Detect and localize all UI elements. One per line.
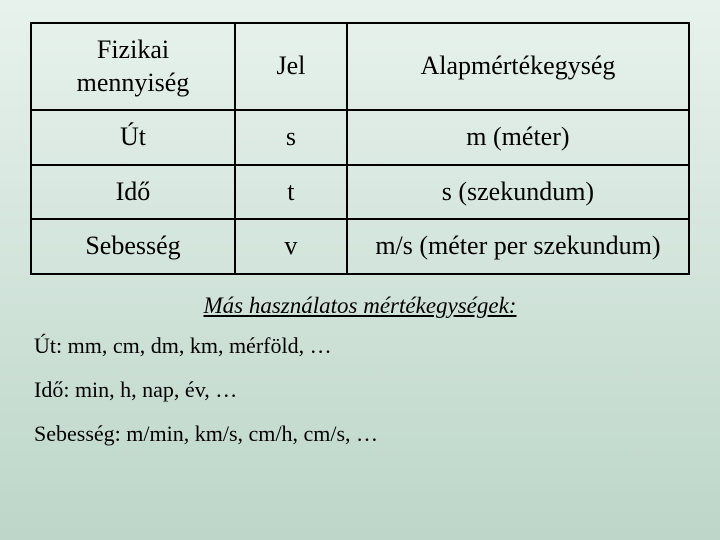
quantities-table: Fizikai mennyiség Jel Alapmértékegység Ú…: [30, 22, 690, 275]
other-units-speed: Sebesség: m/min, km/s, cm/h, cm/s, …: [34, 421, 690, 447]
other-units-time: Idő: min, h, nap, év, …: [34, 377, 690, 403]
cell-symbol: t: [235, 165, 347, 220]
cell-symbol: s: [235, 110, 347, 165]
table-row: Idő t s (szekundum): [31, 165, 689, 220]
table-row: Sebesség v m/s (méter per szekundum): [31, 219, 689, 274]
other-units-distance: Út: mm, cm, dm, km, mérföld, …: [34, 333, 690, 359]
cell-unit: m/s (méter per szekundum): [347, 219, 689, 274]
col-header-quantity: Fizikai mennyiség: [31, 23, 235, 110]
cell-quantity: Sebesség: [31, 219, 235, 274]
cell-unit: s (szekundum): [347, 165, 689, 220]
cell-unit: m (méter): [347, 110, 689, 165]
table-header-row: Fizikai mennyiség Jel Alapmértékegység: [31, 23, 689, 110]
cell-quantity: Idő: [31, 165, 235, 220]
col-header-symbol: Jel: [235, 23, 347, 110]
table-row: Út s m (méter): [31, 110, 689, 165]
cell-symbol: v: [235, 219, 347, 274]
other-units-heading: Más használatos mértékegységek:: [30, 293, 690, 319]
cell-quantity: Út: [31, 110, 235, 165]
col-header-unit: Alapmértékegység: [347, 23, 689, 110]
